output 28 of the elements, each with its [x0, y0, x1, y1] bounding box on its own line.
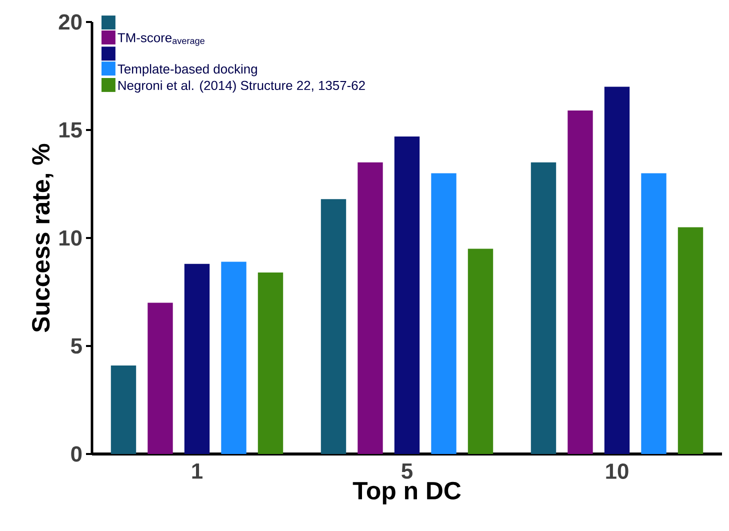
y-tick-label: 20: [58, 14, 82, 30]
bar: [604, 86, 630, 454]
x-tick-label: 5: [402, 464, 412, 479]
x-tick-label: 10: [606, 463, 628, 480]
bar: [221, 262, 246, 454]
bar: [641, 173, 666, 454]
bar: [110, 365, 136, 454]
bar: [358, 162, 383, 454]
bar: [184, 264, 210, 454]
y-tick-label: 0: [71, 446, 82, 462]
bar: [431, 173, 456, 454]
bar: [568, 110, 593, 454]
bar: [320, 199, 346, 454]
y-tick-label: 5: [70, 338, 82, 354]
legend-label: Negroni et al. (2014) Structure 22, 1357-62: [118, 80, 365, 93]
legend-label: TM-score$_{average}$: [118, 33, 204, 46]
bar: [468, 248, 494, 454]
bar: [394, 136, 420, 454]
bar: [678, 227, 704, 454]
x-axis-title: Top n DC: [352, 482, 461, 504]
y-axis-title: Success rate, %: [32, 144, 54, 332]
legend-label: Template-based docking: [118, 64, 257, 76]
y-tick-label: 10: [59, 230, 82, 246]
bar: [258, 272, 284, 454]
y-tick-label: 15: [59, 122, 82, 138]
bar: [148, 302, 173, 454]
x-tick-label: 1: [192, 464, 202, 479]
bar: [530, 162, 556, 454]
